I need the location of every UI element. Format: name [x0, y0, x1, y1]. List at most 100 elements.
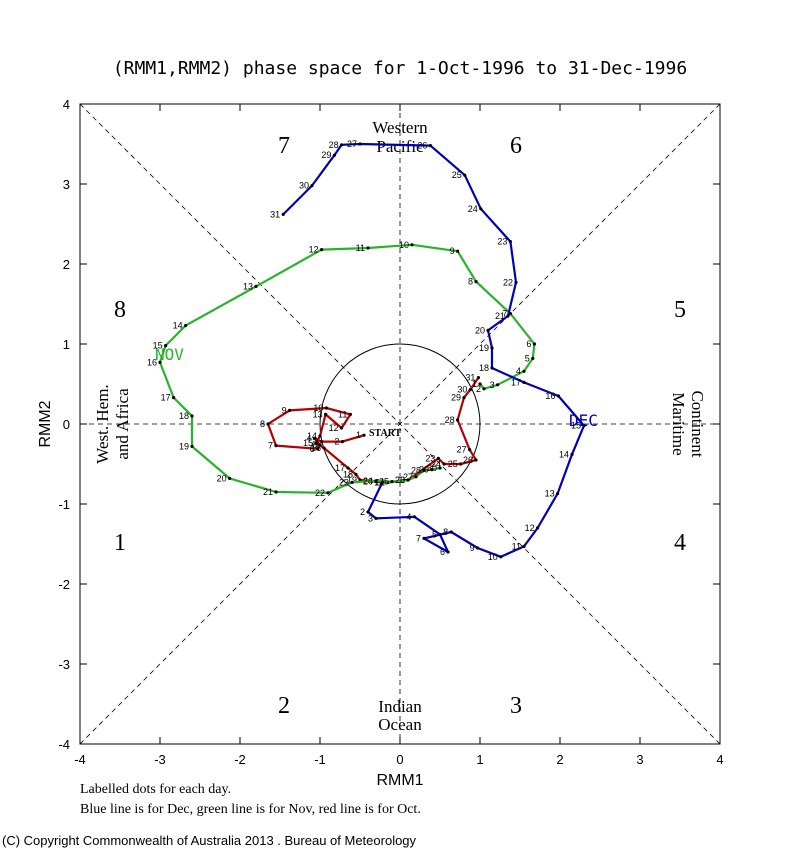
day-dot	[522, 369, 526, 373]
day-label: 27	[347, 139, 357, 149]
y-tick-label: -1	[58, 497, 70, 512]
day-dot	[374, 516, 378, 521]
day-dot	[522, 380, 526, 384]
day-dot	[158, 360, 162, 364]
series-dec: 123 4567891011121314151617181920212223242…	[270, 139, 586, 562]
day-label: 8	[260, 419, 265, 429]
day-dot	[340, 440, 344, 444]
phase-guides	[79, 103, 721, 745]
day-label: 9	[450, 246, 455, 256]
day-label: 11	[338, 409, 347, 419]
unit-circle	[319, 343, 481, 505]
phase-number-1: 1	[114, 530, 126, 556]
day-label: 29	[451, 393, 461, 403]
day-dot	[274, 444, 278, 448]
phase-number-5: 5	[674, 297, 686, 323]
region-label-bottom-1: Indian	[378, 697, 422, 716]
day-dot	[184, 324, 188, 328]
dec-month-label: DEC	[569, 411, 598, 430]
day-dot	[310, 184, 314, 188]
day-dot	[228, 476, 232, 480]
day-dot	[536, 526, 540, 530]
day-dot	[314, 441, 318, 445]
day-dot	[476, 376, 480, 380]
day-dot	[438, 466, 442, 470]
day-label: 25	[448, 459, 458, 469]
day-label: 11	[356, 243, 365, 253]
series-line-nov	[158, 243, 536, 494]
day-label: 1	[472, 379, 477, 389]
day-label: 12	[329, 423, 339, 433]
day-label: 31	[465, 373, 475, 383]
day-dot	[556, 492, 560, 496]
day-label: 21	[263, 487, 273, 497]
day-label: 28	[445, 415, 455, 425]
day-dot	[412, 515, 416, 519]
day-dot	[406, 478, 410, 482]
y-tick-label: -2	[58, 577, 70, 592]
y-tick-label: 4	[63, 97, 70, 112]
day-dot	[326, 491, 330, 495]
day-dot	[322, 446, 326, 450]
day-label: 6	[310, 444, 315, 454]
footnote-line-2: Blue line is for Dec, green line is for …	[80, 802, 421, 817]
day-dot	[499, 555, 503, 559]
day-dot	[414, 475, 418, 479]
y-tick-label: -4	[58, 737, 70, 752]
day-dot	[172, 396, 176, 400]
day-label: 14	[307, 431, 317, 441]
day-label: 16	[147, 357, 157, 367]
phase-number-7: 7	[278, 133, 290, 159]
day-label: 27	[457, 445, 467, 455]
day-dot	[350, 480, 354, 484]
day-dot	[582, 424, 586, 428]
day-dot	[340, 426, 344, 430]
day-dot	[316, 447, 320, 451]
day-label: 7	[268, 441, 273, 451]
day-dot	[474, 458, 478, 462]
day-dot	[190, 444, 194, 448]
day-dot	[532, 342, 537, 346]
day-dot	[459, 462, 463, 466]
day-label: 14	[559, 449, 569, 459]
day-dot	[324, 406, 328, 410]
day-dot	[324, 412, 328, 416]
day-dot	[340, 143, 344, 147]
day-label: 20	[217, 473, 227, 483]
day-label: 18	[343, 469, 353, 479]
day-label: 13	[545, 489, 555, 499]
day-dot	[320, 248, 324, 252]
day-label: 30	[457, 385, 467, 395]
day-label: 16	[545, 391, 555, 401]
day-label: 17	[161, 393, 171, 403]
day-dot	[490, 366, 494, 370]
day-label: 4	[516, 366, 521, 376]
y-tick-label: -3	[58, 657, 70, 672]
day-dot	[266, 422, 270, 426]
day-label: 2	[334, 437, 339, 447]
x-tick-label: 0	[396, 752, 403, 767]
day-dot	[380, 480, 384, 484]
day-label: 12	[525, 523, 535, 533]
day-label: 19	[479, 343, 489, 353]
x-tick-label: 3	[636, 752, 643, 767]
day-label: 5	[525, 353, 530, 363]
copyright-text: (C) Copyright Commonwealth of Australia …	[2, 833, 417, 848]
region-label-right-1: Maritime	[669, 392, 688, 455]
day-label: 4	[306, 433, 311, 443]
day-label: 16	[311, 443, 321, 453]
day-dot	[254, 284, 258, 288]
y-tick-label: 2	[63, 257, 70, 272]
day-dot	[390, 480, 394, 484]
day-label: 3	[490, 380, 495, 390]
day-dot	[474, 280, 478, 284]
day-label: 12	[309, 245, 319, 255]
region-label-top-2: Pacific	[376, 137, 424, 156]
day-dot	[468, 448, 472, 452]
x-tick-label: 1	[476, 752, 483, 767]
day-dot	[522, 544, 526, 549]
day-label: 15	[153, 341, 163, 351]
day-dot	[358, 142, 362, 146]
